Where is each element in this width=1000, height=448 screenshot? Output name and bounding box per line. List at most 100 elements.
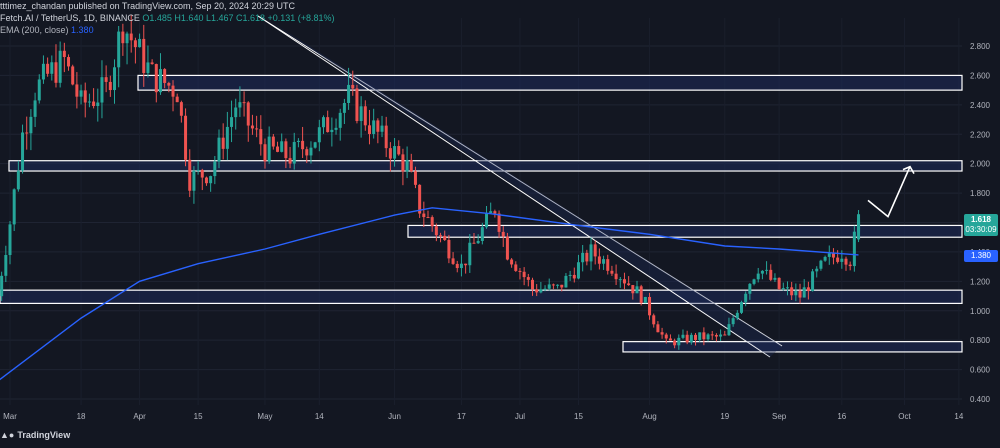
candle-body bbox=[238, 102, 242, 108]
price-tick-label: 2.600 bbox=[970, 71, 991, 80]
candle-body bbox=[418, 184, 422, 214]
candle-body bbox=[480, 227, 484, 241]
candle-body bbox=[359, 106, 363, 122]
candle-body bbox=[96, 102, 100, 107]
candle-body bbox=[677, 337, 681, 346]
candle-body bbox=[439, 235, 443, 237]
candle-body bbox=[848, 264, 852, 267]
candle-body bbox=[150, 62, 154, 65]
candle-body bbox=[29, 116, 33, 134]
candle-body bbox=[514, 264, 518, 271]
candle-body bbox=[171, 85, 175, 97]
candle-body bbox=[836, 257, 840, 262]
candle-body bbox=[543, 288, 547, 290]
candle-body bbox=[727, 324, 731, 336]
candle-body bbox=[133, 40, 137, 48]
candle-body bbox=[740, 302, 743, 313]
candle-body bbox=[777, 277, 781, 289]
candle-body bbox=[576, 262, 580, 279]
candle-body bbox=[234, 107, 238, 118]
time-tick-label: 14 bbox=[315, 412, 324, 421]
candle-body bbox=[338, 112, 342, 128]
candle-body bbox=[714, 335, 718, 337]
indicator-line[interactable]: EMA (200, close) 1.380 bbox=[0, 24, 335, 36]
candle-body bbox=[342, 102, 346, 113]
candle-body bbox=[87, 101, 91, 103]
candle-body bbox=[405, 159, 409, 172]
candle-body bbox=[547, 284, 551, 289]
candle-body bbox=[852, 231, 856, 267]
candle-body bbox=[129, 33, 133, 41]
candle-body bbox=[635, 286, 639, 294]
channel-upper-line bbox=[257, 15, 783, 347]
candle-body bbox=[819, 260, 823, 269]
candle-body bbox=[334, 127, 338, 130]
projection-arrowhead bbox=[902, 165, 915, 175]
candle-body bbox=[167, 82, 171, 86]
price-tick-label: 1.800 bbox=[970, 189, 991, 198]
candle-body bbox=[781, 288, 785, 290]
last-candle-body bbox=[857, 219, 861, 240]
projection-line bbox=[867, 166, 911, 218]
candle-body bbox=[744, 293, 748, 303]
candle-body bbox=[71, 66, 75, 85]
candle-body bbox=[631, 285, 635, 294]
symbol-title[interactable]: Fetch.AI / TetherUS, 1D, BINANCE bbox=[0, 13, 140, 23]
candle-body bbox=[372, 120, 376, 134]
candle-body bbox=[209, 176, 213, 184]
candle-body bbox=[610, 270, 614, 274]
tradingview-brand-text: TradingView bbox=[17, 430, 71, 440]
candle-body bbox=[802, 287, 806, 298]
candle-body bbox=[37, 79, 41, 101]
candle-body bbox=[192, 170, 196, 191]
candle-body bbox=[572, 274, 576, 279]
ohlc-values: O1.485 H1.640 L1.467 C1.618 +0.131 (+8.8… bbox=[142, 13, 335, 23]
candle-body bbox=[25, 132, 29, 134]
time-axis[interactable]: Mar 18 Apr 15 May 14 Jun 17 Jul 15 Aug 19 Sep 16 Oct 14 bbox=[3, 412, 964, 421]
candle-body bbox=[673, 340, 677, 346]
candle-body bbox=[430, 217, 434, 227]
price-tick-label: 2.400 bbox=[970, 101, 991, 110]
candle-body bbox=[443, 235, 447, 240]
candle-body bbox=[125, 33, 129, 44]
time-tick-label: Oct bbox=[898, 412, 911, 421]
time-tick-label: 16 bbox=[837, 412, 846, 421]
candle-body bbox=[489, 211, 493, 213]
channel-lower-line bbox=[257, 15, 771, 358]
candle-body bbox=[259, 129, 263, 145]
candle-body bbox=[393, 146, 397, 159]
candle-body bbox=[811, 271, 815, 292]
candle-body bbox=[200, 169, 204, 178]
candle-body bbox=[790, 287, 794, 296]
candle-body bbox=[539, 289, 543, 293]
candle-body bbox=[723, 334, 727, 336]
candle-body bbox=[154, 64, 158, 93]
candle-body bbox=[451, 258, 455, 264]
candle-body bbox=[614, 273, 618, 280]
time-tick-label: Sep bbox=[772, 412, 787, 421]
tradingview-logo-icon: ▲● bbox=[0, 430, 15, 440]
candle-body bbox=[409, 159, 413, 172]
candle-body bbox=[204, 177, 208, 184]
ema-price-tag-bg bbox=[964, 250, 998, 262]
footer-brand[interactable]: ▲● TradingView bbox=[0, 430, 70, 440]
candle-body bbox=[798, 290, 802, 298]
candle-body bbox=[301, 140, 305, 150]
candle-body bbox=[255, 128, 259, 130]
candle-body bbox=[284, 141, 288, 159]
candle-body bbox=[497, 213, 501, 232]
candle-body bbox=[263, 144, 267, 162]
candle-body bbox=[292, 141, 296, 164]
candle-body bbox=[62, 50, 66, 58]
candle-body bbox=[267, 136, 271, 162]
candle-body bbox=[280, 141, 284, 152]
candle-body bbox=[309, 147, 313, 156]
candle-body bbox=[104, 77, 108, 82]
candle-body bbox=[188, 159, 192, 191]
candle-body bbox=[785, 287, 789, 289]
candle-body bbox=[121, 31, 125, 44]
candle-body bbox=[271, 136, 275, 147]
candle-body bbox=[100, 77, 104, 103]
time-tick-label: 19 bbox=[720, 412, 729, 421]
